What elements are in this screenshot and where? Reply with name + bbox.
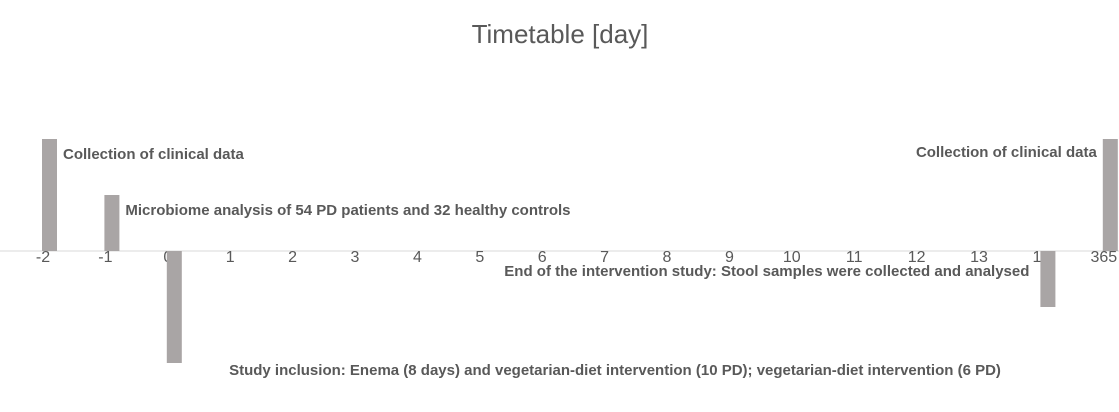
x-tick-label: 10 [783, 249, 801, 266]
bar-label: Collection of clinical data [63, 146, 244, 163]
bar-label: Microbiome analysis of 54 PD patients an… [125, 202, 571, 219]
x-tick-label: 365 [1090, 249, 1117, 266]
bar [104, 195, 120, 251]
x-tick-label: 5 [475, 249, 484, 266]
bar [1102, 139, 1118, 251]
x-tick-label: -1 [98, 249, 112, 266]
x-tick-label: 13 [970, 249, 988, 266]
x-tick-label: 7 [600, 249, 609, 266]
x-tick-label: 9 [725, 249, 734, 266]
bar-label: Study inclusion: Enema (8 days) and vege… [229, 362, 1001, 379]
x-tick-label: 3 [351, 249, 360, 266]
x-tick-label: -2 [36, 249, 50, 266]
x-tick-label: 6 [538, 249, 547, 266]
bar [166, 251, 182, 363]
x-tick-label: 11 [846, 249, 863, 266]
bar [1040, 251, 1056, 307]
x-tick-label: 12 [908, 249, 926, 266]
x-tick-label: 8 [663, 249, 672, 266]
chart-title: Timetable [day] [472, 19, 649, 49]
bar-label: End of the intervention study: Stool sam… [504, 263, 1030, 280]
x-tick-label: 4 [413, 249, 422, 266]
x-tick-label: 1 [226, 249, 235, 266]
bar [42, 139, 57, 251]
bar-label: Collection of clinical data [915, 144, 1097, 161]
x-tick-label: 2 [288, 249, 297, 266]
